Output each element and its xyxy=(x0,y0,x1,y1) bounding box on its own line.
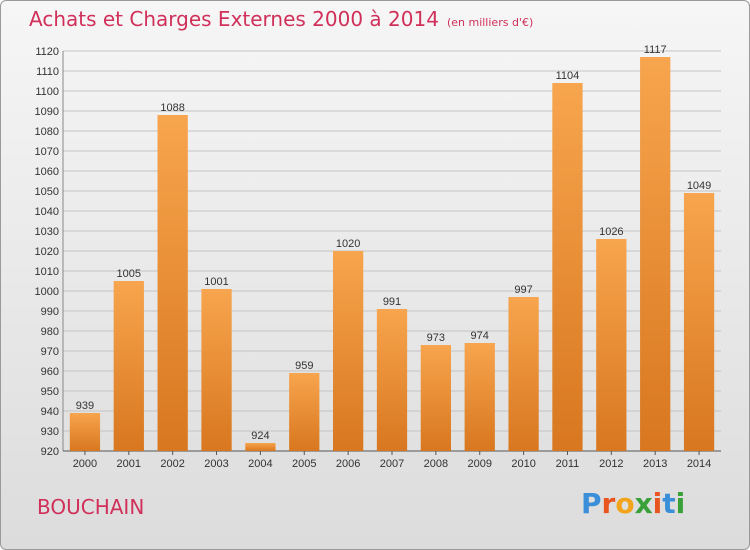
y-tick-label: 970 xyxy=(41,346,59,358)
value-label: 991 xyxy=(383,296,401,308)
logo-letter: i xyxy=(652,487,663,520)
chart-title-text: Achats et Charges Externes 2000 à 2014 xyxy=(29,7,439,31)
value-label: 959 xyxy=(295,360,313,372)
chart-title: Achats et Charges Externes 2000 à 2014 (e… xyxy=(29,7,533,31)
value-label: 974 xyxy=(471,330,489,342)
x-tick-label: 2005 xyxy=(292,458,316,470)
value-label: 939 xyxy=(76,400,94,412)
bar-2008 xyxy=(420,345,452,451)
bar-2000 xyxy=(69,413,101,451)
value-label: 1117 xyxy=(644,44,667,56)
bar-2005 xyxy=(289,373,320,451)
x-tick-label: 2012 xyxy=(599,458,623,470)
value-label: 1020 xyxy=(336,238,360,250)
proxiti-logo: Proxiti xyxy=(581,487,685,520)
value-label: 1005 xyxy=(117,268,141,280)
y-tick-label: 1080 xyxy=(35,126,59,138)
bar-2004 xyxy=(245,443,276,451)
bar-2006 xyxy=(332,251,364,451)
x-tick-label: 2013 xyxy=(643,458,667,470)
y-tick-label: 940 xyxy=(41,406,59,418)
logo-letter: r xyxy=(601,487,616,520)
y-tick-label: 1110 xyxy=(36,66,59,78)
bar-2002 xyxy=(157,115,188,451)
x-tick-label: 2006 xyxy=(336,458,360,470)
logo-letter: P xyxy=(581,487,602,520)
y-tick-label: 1050 xyxy=(35,186,59,198)
y-tick-label: 1010 xyxy=(35,266,59,278)
value-label: 973 xyxy=(427,332,445,344)
y-tick-label: 950 xyxy=(41,386,59,398)
bar-2003 xyxy=(201,289,232,451)
y-tick-label: 930 xyxy=(41,426,59,438)
value-label: 1049 xyxy=(687,180,711,192)
x-tick-label: 2002 xyxy=(160,458,184,470)
logo-letter: x xyxy=(634,487,653,520)
x-tick-label: 2001 xyxy=(117,458,141,470)
value-label: 1104 xyxy=(556,70,580,82)
chart-subtitle: (en milliers d'€) xyxy=(446,16,534,29)
y-tick-label: 1090 xyxy=(35,106,59,118)
y-tick-label: 1120 xyxy=(35,46,59,58)
y-tick-label: 990 xyxy=(41,306,59,318)
town-name: BOUCHAIN xyxy=(37,495,145,519)
x-tick-label: 2004 xyxy=(248,458,272,470)
value-label: 997 xyxy=(514,284,532,296)
y-tick-label: 1060 xyxy=(35,166,59,178)
y-tick-label: 1000 xyxy=(35,286,59,298)
x-tick-label: 2007 xyxy=(380,458,404,470)
y-tick-label: 1100 xyxy=(35,86,59,98)
logo-letter: t xyxy=(662,487,676,520)
x-tick-label: 2008 xyxy=(424,458,448,470)
bar-2001 xyxy=(113,281,144,451)
logo-letter: i xyxy=(675,487,686,520)
bar-2014 xyxy=(683,193,715,451)
x-tick-label: 2000 xyxy=(73,458,97,470)
value-label: 1026 xyxy=(599,226,623,238)
bar-2007 xyxy=(376,309,408,451)
bar-2013 xyxy=(640,57,671,451)
bar-2011 xyxy=(552,83,583,451)
x-tick-label: 2011 xyxy=(556,458,580,470)
y-tick-label: 980 xyxy=(41,326,59,338)
logo-letter: o xyxy=(615,487,635,520)
value-label: 1088 xyxy=(160,102,184,114)
x-tick-label: 2010 xyxy=(511,458,535,470)
value-label: 924 xyxy=(251,430,269,442)
value-label: 1001 xyxy=(204,276,228,288)
y-tick-label: 1040 xyxy=(35,206,59,218)
x-tick-label: 2003 xyxy=(204,458,228,470)
bar-2009 xyxy=(464,343,495,451)
y-tick-label: 1030 xyxy=(35,226,59,238)
bar-2012 xyxy=(596,239,627,451)
y-tick-label: 920 xyxy=(41,446,59,458)
x-tick-label: 2014 xyxy=(687,458,711,470)
bar-2010 xyxy=(508,297,539,451)
y-tick-label: 1020 xyxy=(35,246,59,258)
x-tick-label: 2009 xyxy=(467,458,491,470)
y-tick-label: 960 xyxy=(41,366,59,378)
y-tick-label: 1070 xyxy=(35,146,59,158)
